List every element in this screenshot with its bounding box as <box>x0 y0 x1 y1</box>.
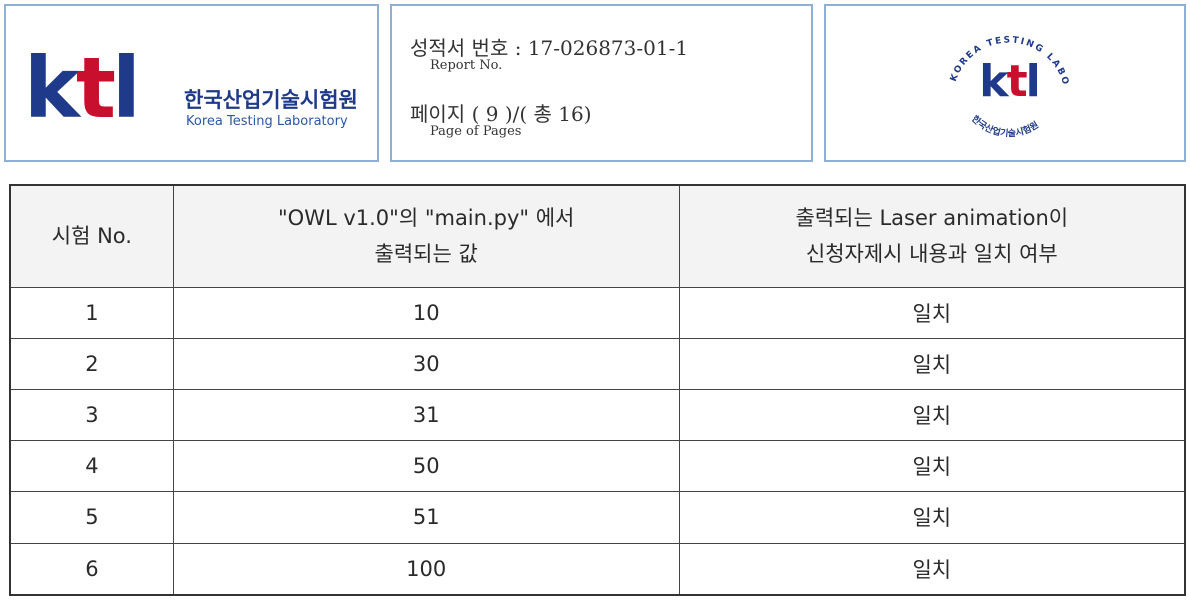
ktl-logo-box: ktl 한국산업기술시험원 Korea Testing Laboratory <box>4 4 379 162</box>
cell-test-no: 5 <box>9 491 174 544</box>
table-row: 1 10 일치 <box>9 286 1186 339</box>
header-match-result: 출력되는 Laser animation이 신청자제시 내용과 일치 여부 <box>678 184 1186 288</box>
cell-match: 일치 <box>678 440 1186 493</box>
cell-output-value: 51 <box>172 491 680 544</box>
report-number-line: 성적서 번호 : 17-026873-01-1 <box>410 36 689 60</box>
report-number-value: 17-026873-01-1 <box>527 36 689 60</box>
ktl-seal: KOREA TESTING LABORATORY ktl 한국산업기술시험원 <box>934 16 1069 140</box>
ktl-logo-mark: ktl <box>24 39 141 137</box>
cell-output-value: 30 <box>172 337 680 390</box>
org-name-english: Korea Testing Laboratory <box>186 114 348 129</box>
cell-test-no: 6 <box>9 542 174 596</box>
cell-match: 일치 <box>678 388 1186 442</box>
report-number-label: 성적서 번호 <box>410 36 509 60</box>
ktl-seal-box: KOREA TESTING LABORATORY ktl 한국산업기술시험원 <box>824 4 1186 162</box>
test-results-table: 시험 No. "OWL v1.0"의 "main.py" 에서 출력되는 값 출… <box>9 184 1186 596</box>
cell-match: 일치 <box>678 286 1186 339</box>
page-total-label: 총 <box>533 102 552 126</box>
cell-match: 일치 <box>678 491 1186 544</box>
page-label-en: Page of Pages <box>430 124 522 139</box>
cell-test-no: 1 <box>9 286 174 339</box>
page-current: 9 <box>485 102 499 126</box>
table-row: 6 100 일치 <box>9 542 1186 596</box>
org-name-korean: 한국산업기술시험원 <box>184 88 358 112</box>
cell-test-no: 4 <box>9 440 174 493</box>
header-test-no: 시험 No. <box>9 184 174 288</box>
cell-test-no: 3 <box>9 388 174 442</box>
cell-output-value: 100 <box>172 542 680 596</box>
cell-match: 일치 <box>678 542 1186 596</box>
table-row: 5 51 일치 <box>9 491 1186 544</box>
cell-output-value: 31 <box>172 388 680 442</box>
seal-ktl-mark: ktl <box>979 56 1038 107</box>
cell-test-no: 2 <box>9 337 174 390</box>
cell-match: 일치 <box>678 337 1186 390</box>
page-total: 16 <box>558 102 584 126</box>
table-header-row: 시험 No. "OWL v1.0"의 "main.py" 에서 출력되는 값 출… <box>9 184 1186 288</box>
header-output-value: "OWL v1.0"의 "main.py" 에서 출력되는 값 <box>172 184 680 288</box>
cell-output-value: 10 <box>172 286 680 339</box>
page-label: 페이지 <box>410 102 466 126</box>
report-info-box: 성적서 번호 : 17-026873-01-1 Report No. 페이지 (… <box>390 4 813 162</box>
cell-output-value: 50 <box>172 440 680 493</box>
table-row: 2 30 일치 <box>9 337 1186 390</box>
page-line: 페이지 ( 9 )/( 총 16) <box>410 102 592 126</box>
report-number-label-en: Report No. <box>430 58 503 73</box>
seal-bottom-text: 한국산업기술시험원 <box>969 113 1041 140</box>
table-row: 3 31 일치 <box>9 388 1186 442</box>
table-row: 4 50 일치 <box>9 440 1186 493</box>
